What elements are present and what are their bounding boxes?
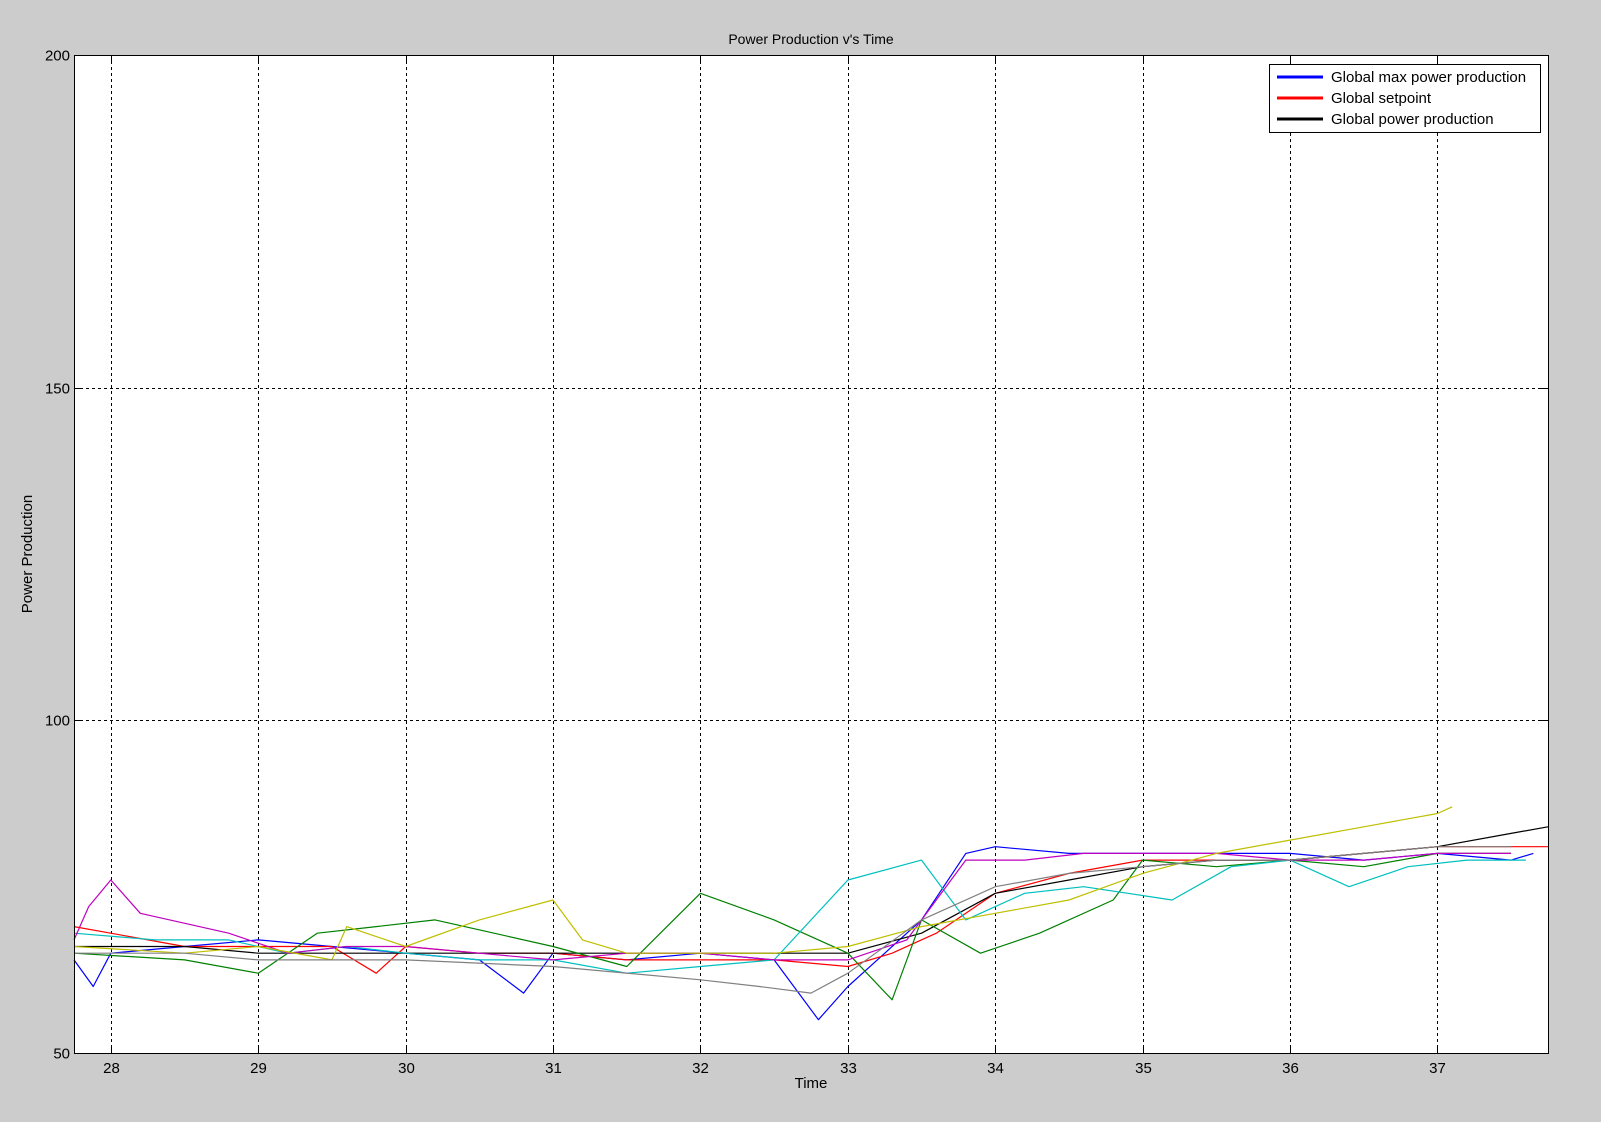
x-tick-label: 33 — [840, 1060, 857, 1077]
x-tick-label: 36 — [1282, 1060, 1299, 1077]
y-axis-label: Power Production — [19, 495, 36, 613]
legend-label: Global power production — [1331, 111, 1494, 128]
y-tick-label: 150 — [45, 381, 70, 398]
series-line-7 — [73, 806, 1453, 961]
series-line-4 — [73, 852, 1512, 1001]
legend-label: Global setpoint — [1331, 90, 1432, 107]
chart-title: Power Production v's Time — [728, 31, 894, 47]
x-tick-label: 31 — [545, 1060, 562, 1077]
grid-lines — [74, 55, 1548, 1053]
series-line-6 — [73, 852, 1512, 961]
x-tick-label: 28 — [103, 1060, 120, 1077]
x-tick-label: 37 — [1429, 1060, 1446, 1077]
series-line-1 — [73, 846, 1534, 1021]
legend-label: Global max power production — [1331, 69, 1526, 86]
x-tick-label: 35 — [1135, 1060, 1152, 1077]
y-tick-label: 200 — [45, 48, 70, 65]
x-tick-label: 30 — [398, 1060, 415, 1077]
legend: Global max power production Global setpoi… — [1269, 64, 1541, 133]
series-line-8 — [74, 846, 1512, 994]
y-tick-label: 100 — [45, 713, 70, 730]
plot-frame — [74, 55, 1549, 1054]
x-axis-label: Time — [795, 1075, 828, 1092]
plot-area — [74, 55, 1548, 1053]
x-tick-label: 34 — [987, 1060, 1004, 1077]
axis-ticks — [74, 55, 1548, 1054]
tick-labels: 28 29 30 31 32 33 34 35 36 37 50 100 150 200 — [45, 48, 1446, 1078]
x-tick-label: 32 — [692, 1060, 709, 1077]
y-tick-label: 50 — [53, 1046, 70, 1063]
x-tick-label: 29 — [250, 1060, 267, 1077]
series-layer — [73, 806, 1549, 1021]
